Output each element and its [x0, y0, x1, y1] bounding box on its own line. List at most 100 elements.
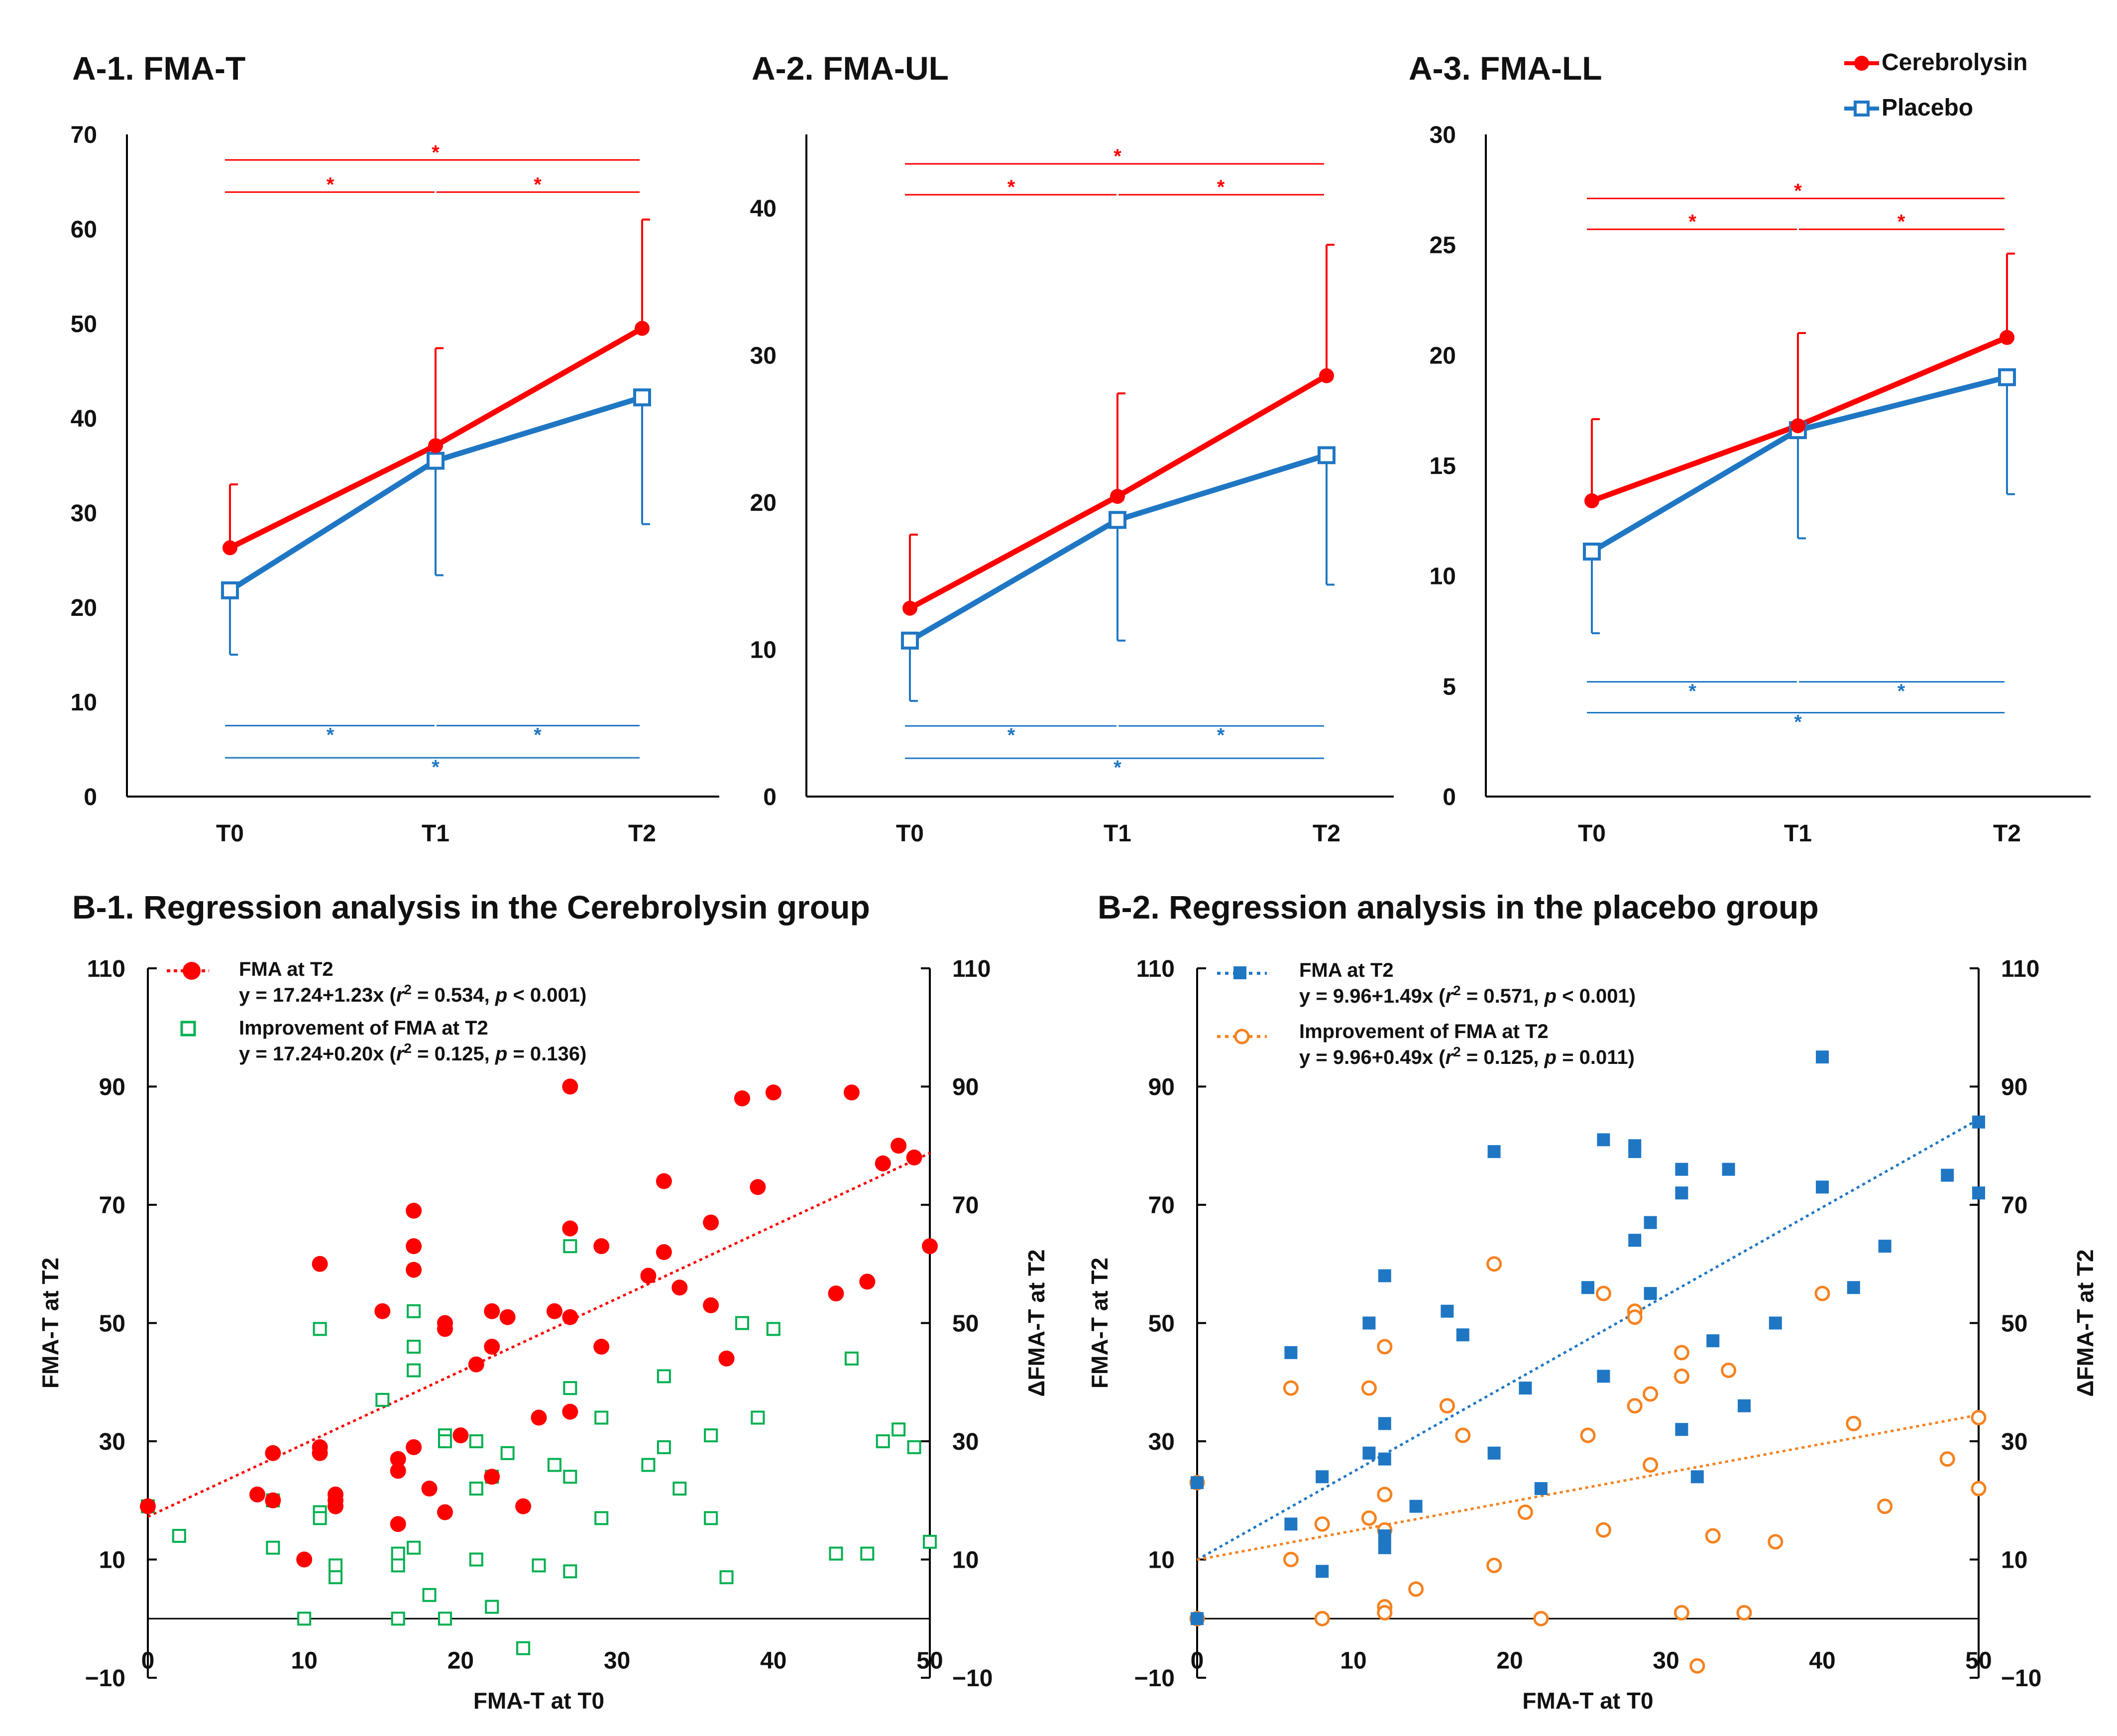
title-a3: A-3. FMA-LL	[1409, 50, 1602, 87]
b2-improvement-point	[1768, 1534, 1783, 1550]
b2-fma-point	[1378, 1452, 1391, 1466]
b2-improvement-point	[1314, 1516, 1330, 1532]
b1-improvement-point	[469, 1434, 483, 1448]
b2-fma-point	[1722, 1162, 1735, 1176]
a1-cerebrolysin-point	[223, 540, 237, 556]
b1-fma-point	[468, 1356, 484, 1373]
a1-y-tick-label: 50	[71, 311, 97, 338]
b2-fma-point	[1675, 1423, 1688, 1436]
a1-sig-star: *	[327, 724, 334, 746]
title-a1: A-1. FMA-T	[72, 50, 245, 87]
b1-improvement-point	[407, 1540, 421, 1555]
b1-fma-point	[484, 1339, 500, 1355]
b2-x-tick-label: 0	[1191, 1647, 1204, 1674]
b1-fma-point	[703, 1214, 719, 1231]
a2-sig-star: *	[1114, 145, 1121, 167]
legend-top: Cerebrolysin Placebo	[1844, 49, 2027, 121]
b2-improvement-point	[1643, 1457, 1659, 1473]
legend-b2-improvement-label: Improvement of FMA at T2	[1299, 1021, 1549, 1042]
b2-fma-point	[1441, 1304, 1454, 1318]
legend-b2-fma-marker	[1233, 966, 1246, 979]
legend-placebo-marker	[1854, 101, 1870, 116]
b2-y-tick-label: 50	[1148, 1311, 1175, 1337]
b1-fma-point	[390, 1463, 406, 1479]
b1-improvement-point	[391, 1558, 405, 1573]
b2-x-tick-label: 30	[1653, 1647, 1679, 1674]
a3-y-tick-label: 25	[1430, 232, 1456, 259]
b2-x-tick-label: 10	[1340, 1647, 1366, 1674]
b1-fma-point	[891, 1138, 907, 1154]
b1-fma-point	[296, 1551, 313, 1568]
b2-fma-point	[1597, 1133, 1610, 1147]
b1-improvement-point	[563, 1470, 577, 1484]
b1-fma-point	[328, 1498, 344, 1514]
b2-fma-point	[1644, 1287, 1657, 1300]
b2-y-label: FMA-T at T2	[1087, 1258, 1113, 1389]
b2-improvement-point	[1877, 1499, 1893, 1514]
a1-y-tick-label: 40	[71, 406, 97, 432]
b2-x-tick-label: 40	[1809, 1647, 1835, 1674]
legend-b2-fma-label: FMA at T2	[1299, 959, 1394, 981]
a3-sig-star: *	[1897, 211, 1905, 233]
b2-fma-point	[1409, 1500, 1423, 1513]
b1-y-tick-label: 50	[99, 1311, 125, 1337]
b1-improvement-point	[704, 1511, 718, 1525]
legend-cerebrolysin-label: Cerebrolysin	[1882, 49, 2027, 76]
b2-fma-point	[1191, 1476, 1204, 1490]
a2-x-tick-label: T1	[1104, 820, 1131, 847]
title-a2: A-2. FMA-UL	[752, 50, 949, 87]
a2-cerebrolysin-point	[1319, 368, 1334, 383]
a1-sig-star: *	[534, 174, 542, 196]
b1-y-tick-label: 10	[99, 1547, 125, 1574]
b2-improvement-point	[1439, 1398, 1455, 1414]
b1-improvement-point	[923, 1534, 937, 1549]
b2-improvement-point	[1627, 1309, 1643, 1325]
a1-cerebrolysin-point	[428, 438, 443, 454]
b2-improvement-point	[1627, 1398, 1643, 1414]
b1-y2-tick-label: 90	[952, 1074, 979, 1101]
b1-fma-point	[437, 1321, 453, 1337]
a2-sig-star: *	[1217, 724, 1225, 746]
title-b2: B-2. Regression analysis in the placebo …	[1098, 889, 1819, 926]
b1-improvement-point	[876, 1434, 890, 1448]
b1-improvement-point	[391, 1612, 405, 1626]
b1-x-tick-label: 10	[291, 1647, 318, 1674]
b1-improvement-point	[172, 1529, 186, 1543]
b1-improvement-point	[313, 1511, 327, 1525]
b1-fma-point	[374, 1303, 391, 1319]
b2-trend-line-fma	[1196, 1118, 1980, 1561]
b2-trend-line-improvement	[1197, 1413, 1979, 1561]
b1-improvement-point	[266, 1540, 280, 1555]
b2-improvement-point	[1455, 1427, 1471, 1443]
b2-fma-point	[1644, 1216, 1657, 1229]
legend-cerebrolysin-marker	[1854, 56, 1869, 71]
b1-improvement-point	[532, 1558, 546, 1573]
b2-fma-point	[1847, 1281, 1860, 1294]
b1-fma-point	[406, 1238, 422, 1255]
b2-fma-point	[1534, 1482, 1548, 1495]
b2-fma-point	[1972, 1186, 1985, 1200]
b1-fma-point	[922, 1238, 938, 1255]
b2-improvement-point	[1673, 1345, 1689, 1361]
a2-y-tick-label: 10	[750, 637, 777, 663]
b2-improvement-point	[1314, 1611, 1330, 1626]
b2-fma-point	[1378, 1269, 1391, 1282]
a1-cerebrolysin-point	[635, 321, 650, 336]
legend-b1-improvement-equation: y = 17.24+0.20x (r2 = 0.125, p = 0.136)	[239, 1041, 586, 1065]
b2-improvement-point	[1580, 1427, 1596, 1443]
b1-improvement-point	[594, 1511, 609, 1525]
b1-improvement-point	[516, 1641, 531, 1655]
panel-a2: 0 10 20 30 40 T0 T1 T2 * * * * * *	[750, 134, 1394, 847]
a1-sig-star: *	[327, 174, 334, 196]
b1-fma-point	[562, 1309, 578, 1325]
a3-cerebrolysin-point	[1584, 493, 1599, 508]
b1-improvement-point	[829, 1546, 843, 1561]
b2-fma-point	[1519, 1382, 1532, 1395]
b1-improvement-point	[485, 1600, 499, 1614]
a3-sig-star: *	[1794, 180, 1802, 202]
b2-improvement-point	[1939, 1451, 1955, 1467]
a2-cerebrolysin-point	[1110, 489, 1125, 504]
b1-fma-point	[499, 1309, 516, 1325]
legend-b1-fma-label: FMA at T2	[239, 958, 334, 980]
b1-y2-tick-label: 110	[952, 956, 991, 982]
